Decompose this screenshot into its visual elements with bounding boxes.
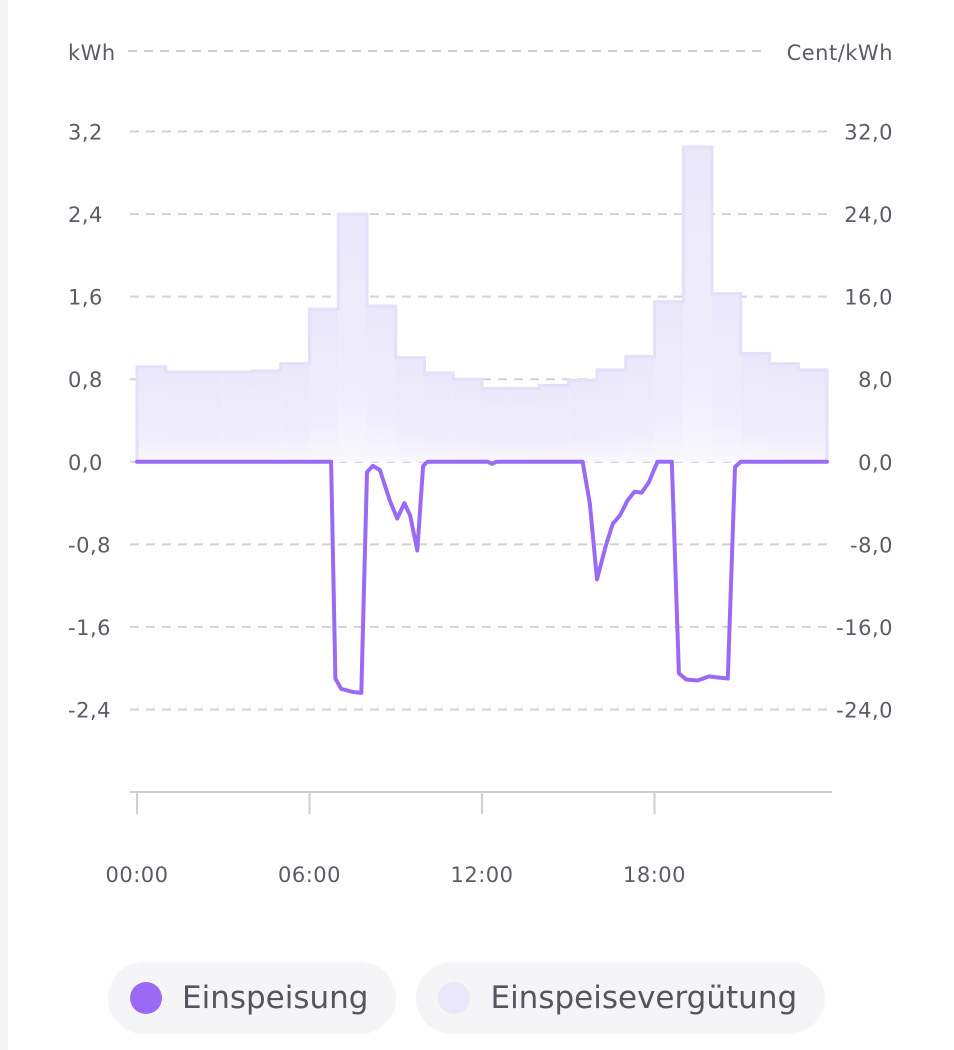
y-left-tick-label: 1,6 xyxy=(68,286,103,310)
einspeisung-line-group xyxy=(135,459,829,695)
y-right-tick-label: 0,0 xyxy=(858,451,893,475)
y-left-tick-label: 0,0 xyxy=(68,451,103,475)
einspeiseverguetung-bar xyxy=(568,380,597,462)
y-left-tick-label: -1,6 xyxy=(68,616,111,640)
einspeiseverguetung-bar xyxy=(769,363,799,462)
einspeiseverguetung-bar xyxy=(683,147,712,462)
einspeisung-line xyxy=(135,459,829,695)
y-left-tick-label: 0,8 xyxy=(68,368,103,392)
y-right-tick-label: 16,0 xyxy=(844,286,893,310)
einspeiseverguetung-bar xyxy=(740,353,770,462)
y-left-tick-label: -2,4 xyxy=(68,698,111,722)
einspeiseverguetung-bars xyxy=(135,145,829,462)
einspeiseverguetung-bar xyxy=(165,371,195,462)
chart-legend: Einspeisung Einspeisevergütung xyxy=(108,962,826,1034)
einspeiseverguetung-bar xyxy=(597,369,626,462)
y-right-tick-label: 8,0 xyxy=(858,368,893,392)
einspeiseverguetung-bar xyxy=(798,369,827,462)
y-right-unit-label: Cent/kWh xyxy=(787,41,893,65)
einspeiseverguetung-bar xyxy=(712,293,741,462)
x-tick-label: 06:00 xyxy=(278,863,341,887)
y-right-tick-label: -8,0 xyxy=(850,533,893,557)
y-right-tick-label: -16,0 xyxy=(836,616,893,640)
x-tick-label: 00:00 xyxy=(105,863,168,887)
axes: kWh Cent/kWh 3,2 2,4 1,6 0,8 0,0 -0,8 -1,6 -2,4… xyxy=(68,41,893,887)
legend-item-einspeisung[interactable]: Einspeisung xyxy=(108,962,397,1034)
feed-in-chart: kWh Cent/kWh 3,2 2,4 1,6 0,8 0,0 -0,8 -1,6 -2,4… xyxy=(68,41,893,887)
legend-label-einspeisung: Einspeisung xyxy=(182,980,369,1016)
legend-dot-einspeiseverguetung xyxy=(438,982,471,1014)
x-tick-label: 18:00 xyxy=(623,863,686,887)
einspeiseverguetung-bar xyxy=(252,370,281,462)
einspeiseverguetung-bar xyxy=(137,366,166,462)
y-right-tick-label: -24,0 xyxy=(836,698,893,722)
y-left-tick-label: 2,4 xyxy=(68,203,103,227)
einspeiseverguetung-bar xyxy=(309,309,339,462)
einspeiseverguetung-bar xyxy=(338,214,367,462)
einspeiseverguetung-bar xyxy=(194,371,224,462)
einspeiseverguetung-bar xyxy=(367,305,396,462)
einspeiseverguetung-bar xyxy=(453,379,482,462)
einspeiseverguetung-bar xyxy=(625,356,655,462)
y-right-tick-label: 32,0 xyxy=(844,121,893,145)
einspeiseverguetung-bar xyxy=(654,301,684,462)
legend-dot-einspeisung xyxy=(130,982,162,1014)
einspeiseverguetung-bar xyxy=(482,388,511,462)
einspeiseverguetung-bar xyxy=(395,357,425,462)
einspeiseverguetung-bar xyxy=(539,385,569,462)
y-right-tick-label: 24,0 xyxy=(844,203,893,227)
y-left-tick-label: 3,2 xyxy=(68,121,103,145)
y-left-unit-label: kWh xyxy=(68,41,116,65)
einspeiseverguetung-bar xyxy=(280,363,310,462)
legend-item-einspeiseverguetung[interactable]: Einspeisevergütung xyxy=(416,962,826,1034)
left-edge-strip xyxy=(0,0,8,1050)
x-tick-label: 12:00 xyxy=(450,863,513,887)
einspeiseverguetung-bar xyxy=(223,371,252,462)
legend-label-einspeiseverguetung: Einspeisevergütung xyxy=(490,980,798,1016)
einspeiseverguetung-outline xyxy=(135,145,829,462)
einspeiseverguetung-bar xyxy=(510,388,540,462)
einspeiseverguetung-bar xyxy=(424,373,454,462)
y-left-tick-label: -0,8 xyxy=(68,533,111,557)
